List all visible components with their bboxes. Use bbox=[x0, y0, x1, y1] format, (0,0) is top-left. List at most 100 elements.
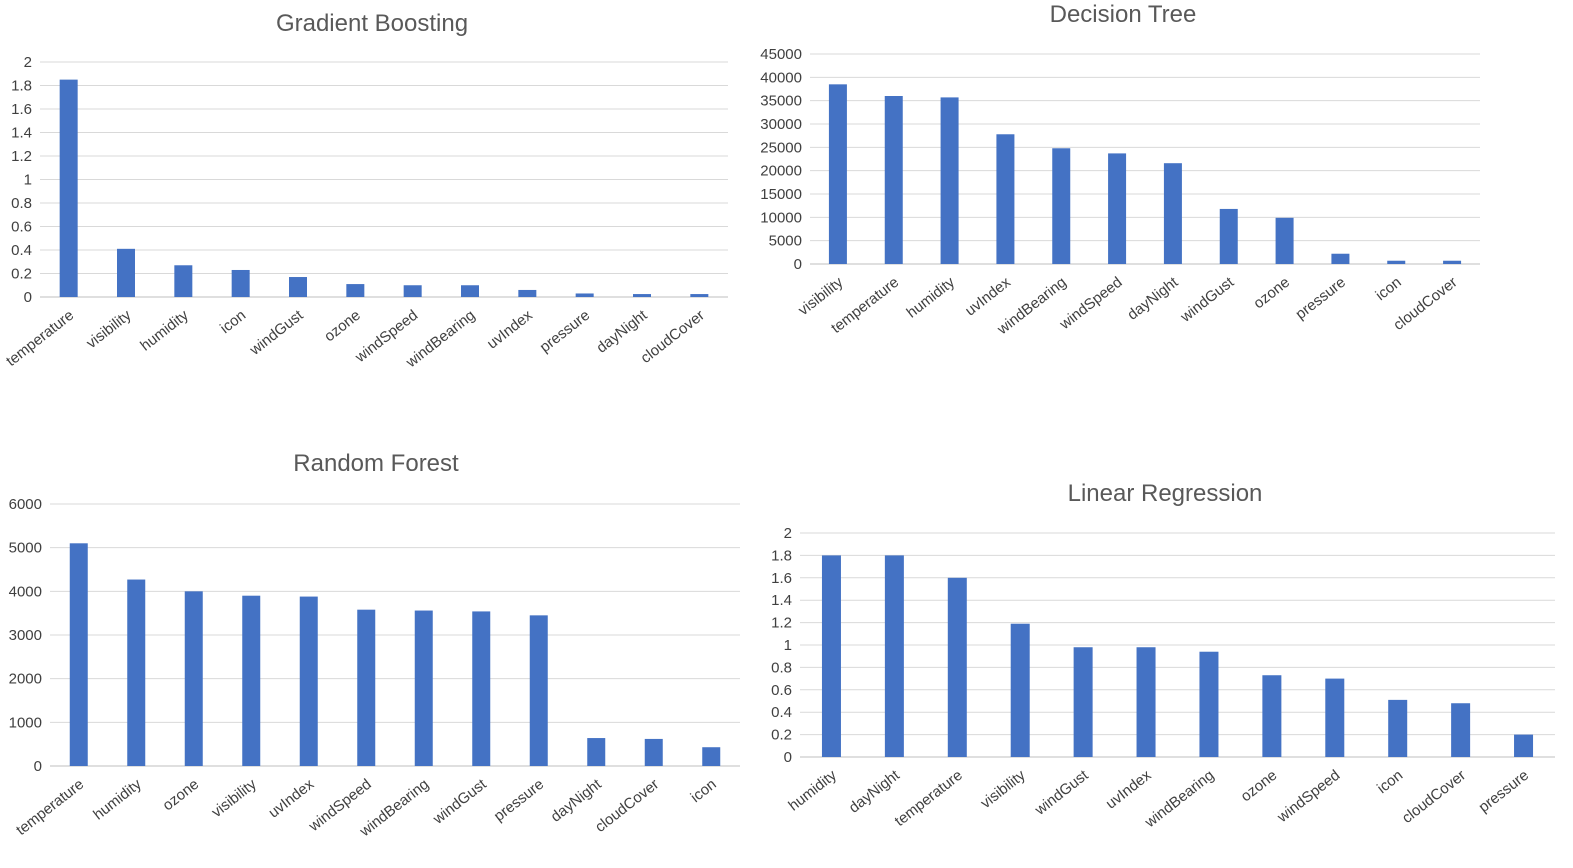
bar-pressure bbox=[1514, 734, 1534, 757]
bar-temperature bbox=[59, 79, 78, 297]
bar-windGust bbox=[1219, 208, 1238, 264]
bar-ozone bbox=[1262, 675, 1282, 757]
y-tick-label: 1 bbox=[784, 637, 792, 654]
y-tick-label: 40000 bbox=[760, 69, 802, 86]
bar-cloudCover bbox=[690, 294, 709, 297]
y-axis: 0 0.2 0.4 0.6 0.8 1 1.2 1.4 1.6 1.8 2 bbox=[11, 54, 728, 306]
x-tick-label: visibility bbox=[795, 273, 847, 319]
x-tick-label: visibility bbox=[83, 306, 135, 352]
bar-temperature bbox=[69, 543, 88, 766]
bar-cloudCover bbox=[644, 738, 663, 766]
y-tick-label: 0.8 bbox=[11, 195, 32, 212]
bar-icon bbox=[231, 269, 250, 297]
chart-svg-gradient-boosting: Gradient Boosting 0 0.2 0.4 0.6 0.8 1 1.2 1.4 1.… bbox=[3, 10, 728, 372]
x-tick-label: visibility bbox=[977, 766, 1029, 812]
x-tick-label: uvIndex bbox=[1103, 766, 1155, 812]
y-tick-label: 0 bbox=[794, 256, 802, 273]
x-tick-label: icon bbox=[1373, 274, 1405, 304]
x-tick-label: pressure bbox=[1476, 767, 1532, 816]
x-axis: temperature humidity ozone visibility uvInde… bbox=[13, 775, 720, 840]
y-axis: 0 1000 2000 3000 4000 5000 6000 bbox=[9, 496, 740, 775]
x-tick-label: pressure bbox=[537, 307, 593, 356]
y-tick-label: 20000 bbox=[760, 163, 802, 180]
y-tick-label: 2000 bbox=[9, 671, 42, 688]
y-tick-label: 5000 bbox=[9, 540, 42, 557]
x-tick-label: windGust bbox=[1177, 273, 1238, 326]
y-tick-label: 0.4 bbox=[771, 704, 792, 721]
bar-windGust bbox=[472, 611, 491, 766]
x-tick-label: uvIndex bbox=[484, 306, 536, 352]
bar-windBearing bbox=[414, 610, 433, 766]
x-tick-label: visibility bbox=[209, 775, 261, 821]
x-tick-label: ozone bbox=[321, 307, 364, 346]
bar-windGust bbox=[289, 277, 307, 297]
x-tick-label: icon bbox=[217, 307, 249, 337]
x-tick-label: icon bbox=[688, 776, 720, 806]
x-tick-label: humidity bbox=[137, 306, 192, 354]
y-tick-label: 0 bbox=[24, 289, 32, 306]
chart-title: Linear Regression bbox=[1068, 480, 1263, 507]
x-tick-label: pressure bbox=[1292, 274, 1348, 323]
bar-icon bbox=[1388, 699, 1408, 757]
bars bbox=[821, 555, 1534, 757]
bar-cloudCover bbox=[1451, 703, 1471, 757]
chart-decision-tree: Decision Tree 0 5000 10000 15000 20000 25000 3… bbox=[760, 0, 1560, 410]
x-tick-label: temperature bbox=[3, 307, 77, 370]
x-tick-label: cloudCover bbox=[1399, 767, 1469, 827]
x-tick-label: humidity bbox=[90, 775, 145, 823]
bar-humidity bbox=[821, 555, 841, 757]
bar-dayNight bbox=[633, 294, 651, 297]
bar-ozone bbox=[184, 591, 203, 766]
bar-humidity bbox=[940, 97, 959, 265]
bar-visibility bbox=[1010, 623, 1030, 757]
y-tick-label: 0.4 bbox=[11, 242, 32, 259]
x-tick-label: humidity bbox=[904, 273, 959, 321]
bar-cloudCover bbox=[1443, 260, 1462, 264]
y-tick-label: 10000 bbox=[760, 209, 802, 226]
x-tick-label: humidity bbox=[785, 766, 840, 814]
chart-svg-linear-regression: Linear Regression 0 0.2 0.4 0.6 0.8 1 1.2 1.4 1.… bbox=[771, 480, 1555, 832]
bar-icon bbox=[702, 747, 721, 766]
bar-temperature bbox=[884, 96, 903, 264]
x-axis: temperature visibility humidity iconwindGus… bbox=[3, 306, 708, 371]
y-tick-label: 25000 bbox=[760, 139, 802, 156]
bar-temperature bbox=[947, 577, 967, 757]
y-tick-label: 1.4 bbox=[771, 592, 792, 609]
y-tick-label: 1.8 bbox=[771, 547, 792, 564]
y-tick-label: 1.2 bbox=[771, 615, 792, 632]
bar-visibility bbox=[242, 595, 261, 766]
y-tick-label: 0.8 bbox=[771, 659, 792, 676]
x-tick-label: temperature bbox=[13, 776, 87, 839]
bars bbox=[69, 543, 721, 766]
bar-uvIndex bbox=[299, 596, 318, 766]
y-tick-label: 6000 bbox=[9, 496, 42, 513]
x-tick-label: windGust bbox=[1031, 766, 1092, 819]
x-tick-label: pressure bbox=[491, 776, 547, 825]
bar-ozone bbox=[346, 284, 365, 297]
y-axis: 0 0.2 0.4 0.6 0.8 1 1.2 1.4 1.6 1.8 2 bbox=[771, 525, 1555, 766]
bar-windBearing bbox=[1199, 651, 1219, 757]
bar-pressure bbox=[1331, 253, 1350, 264]
x-tick-label: icon bbox=[1374, 767, 1406, 797]
y-tick-label: 2 bbox=[784, 525, 792, 542]
y-tick-label: 0 bbox=[34, 758, 42, 775]
x-tick-label: dayNight bbox=[1124, 273, 1182, 323]
bar-windSpeed bbox=[357, 609, 376, 766]
bar-dayNight bbox=[1163, 163, 1182, 264]
bar-dayNight bbox=[884, 555, 904, 757]
bar-windSpeed bbox=[1325, 678, 1345, 757]
y-tick-label: 1000 bbox=[9, 714, 42, 731]
chart-svg-random-forest: Random Forest 0100020003000400050006000 … bbox=[9, 450, 740, 841]
x-tick-label: windSpeed bbox=[1056, 274, 1126, 334]
bar-visibility bbox=[828, 84, 847, 264]
x-tick-label: windSpeed bbox=[1274, 767, 1344, 827]
y-tick-label: 0 bbox=[784, 749, 792, 766]
y-tick-label: 35000 bbox=[760, 93, 802, 110]
bar-windBearing bbox=[461, 285, 479, 297]
bar-visibility bbox=[117, 248, 135, 297]
x-tick-label: uvIndex bbox=[962, 273, 1014, 319]
y-tick-label: 0.2 bbox=[11, 266, 32, 283]
y-tick-label: 0.6 bbox=[11, 219, 32, 236]
